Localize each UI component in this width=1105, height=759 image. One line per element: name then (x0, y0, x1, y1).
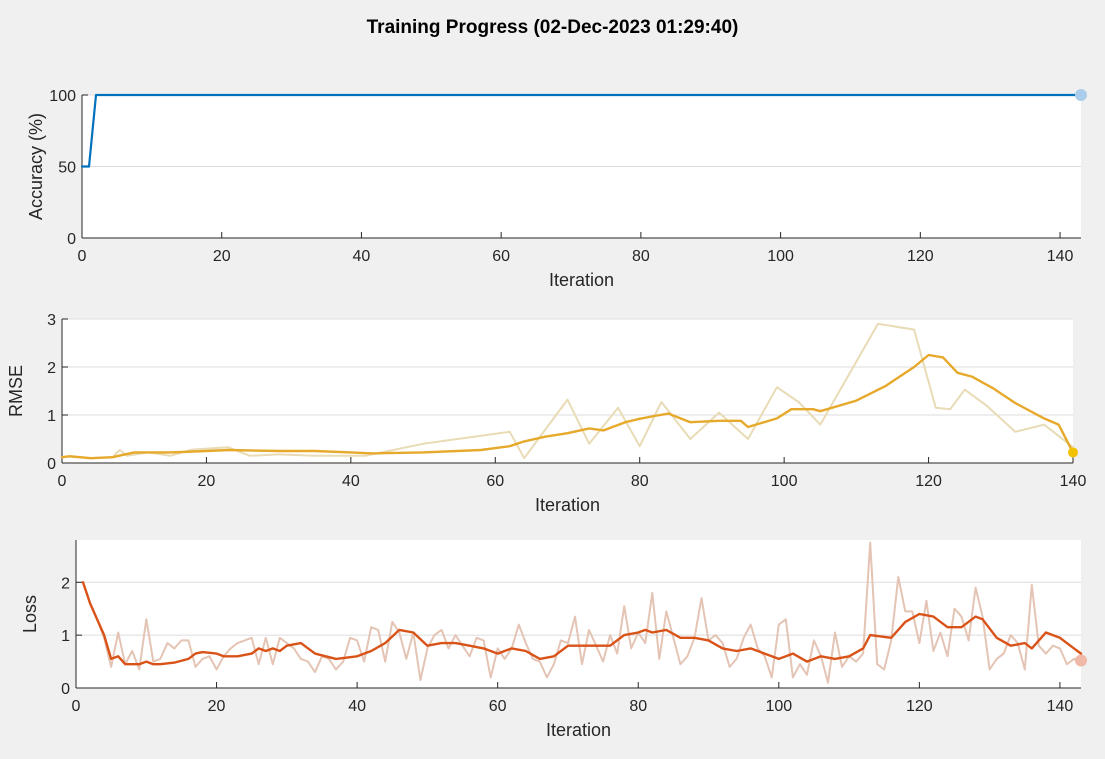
x-axis-label: Iteration (549, 270, 614, 290)
x-tick-label: 140 (1047, 248, 1074, 265)
x-tick-label: 100 (765, 698, 792, 715)
y-tick-label: 50 (58, 160, 76, 177)
y-tick-label: 100 (49, 88, 76, 105)
x-tick-label: 120 (906, 698, 933, 715)
x-tick-label: 40 (342, 473, 360, 490)
y-tick-label: 2 (47, 360, 56, 377)
x-axis-label: Iteration (546, 720, 611, 740)
y-tick-label: 0 (47, 456, 56, 473)
y-tick-label: 0 (61, 681, 70, 698)
x-tick-label: 20 (213, 248, 231, 265)
series-line-raw (68, 322, 1074, 460)
x-tick-label: 80 (632, 248, 650, 265)
plot-area (76, 540, 1081, 688)
x-tick-label: 60 (492, 248, 510, 265)
series-line-smoothed (81, 581, 1083, 666)
x-tick-label: 80 (631, 473, 649, 490)
accuracy-plot: 0 50 100 0 20 40 60 80 100 120 140 Iteration Accurac… (26, 88, 1087, 290)
x-tick-label: 60 (486, 473, 504, 490)
y-tick-label: 1 (47, 408, 56, 425)
x-tick-label: 80 (629, 698, 647, 715)
series-line-raw (82, 541, 1082, 684)
x-tick-label: 140 (1060, 473, 1087, 490)
y-axis-label: Loss (20, 595, 40, 633)
x-tick-label: 40 (348, 698, 366, 715)
y-tick-label: 1 (61, 628, 70, 645)
y-tick-label: 0 (67, 231, 76, 248)
end-marker (1075, 654, 1087, 667)
x-tick-label: 100 (767, 248, 794, 265)
x-tick-label: 120 (907, 248, 934, 265)
x-tick-label: 100 (771, 473, 798, 490)
x-tick-label: 120 (915, 473, 942, 490)
plot-area (62, 319, 1073, 463)
x-tick-label: 20 (198, 473, 216, 490)
y-tick-label: 3 (47, 312, 56, 329)
y-tick-label: 2 (61, 575, 70, 592)
x-tick-label: 20 (208, 698, 226, 715)
x-tick-label: 60 (489, 698, 507, 715)
x-tick-label: 0 (78, 248, 87, 265)
rmse-plot: 0 1 2 3 0 20 40 60 80 100 120 140 Iteration RMSE (6, 312, 1086, 515)
end-marker (1075, 89, 1087, 101)
y-axis-label: Accuracy (%) (26, 113, 46, 220)
end-marker (1068, 447, 1078, 458)
x-tick-label: 0 (58, 473, 67, 490)
x-tick-label: 140 (1047, 698, 1074, 715)
page-title: Training Progress (02-Dec-2023 01:29:40) (366, 17, 739, 38)
y-axis-label: RMSE (6, 365, 26, 417)
x-tick-label: 40 (353, 248, 371, 265)
x-axis-label: Iteration (535, 495, 600, 515)
x-tick-label: 0 (72, 698, 81, 715)
series-line-smoothed (60, 353, 1075, 460)
series-line-raw (80, 93, 1083, 168)
